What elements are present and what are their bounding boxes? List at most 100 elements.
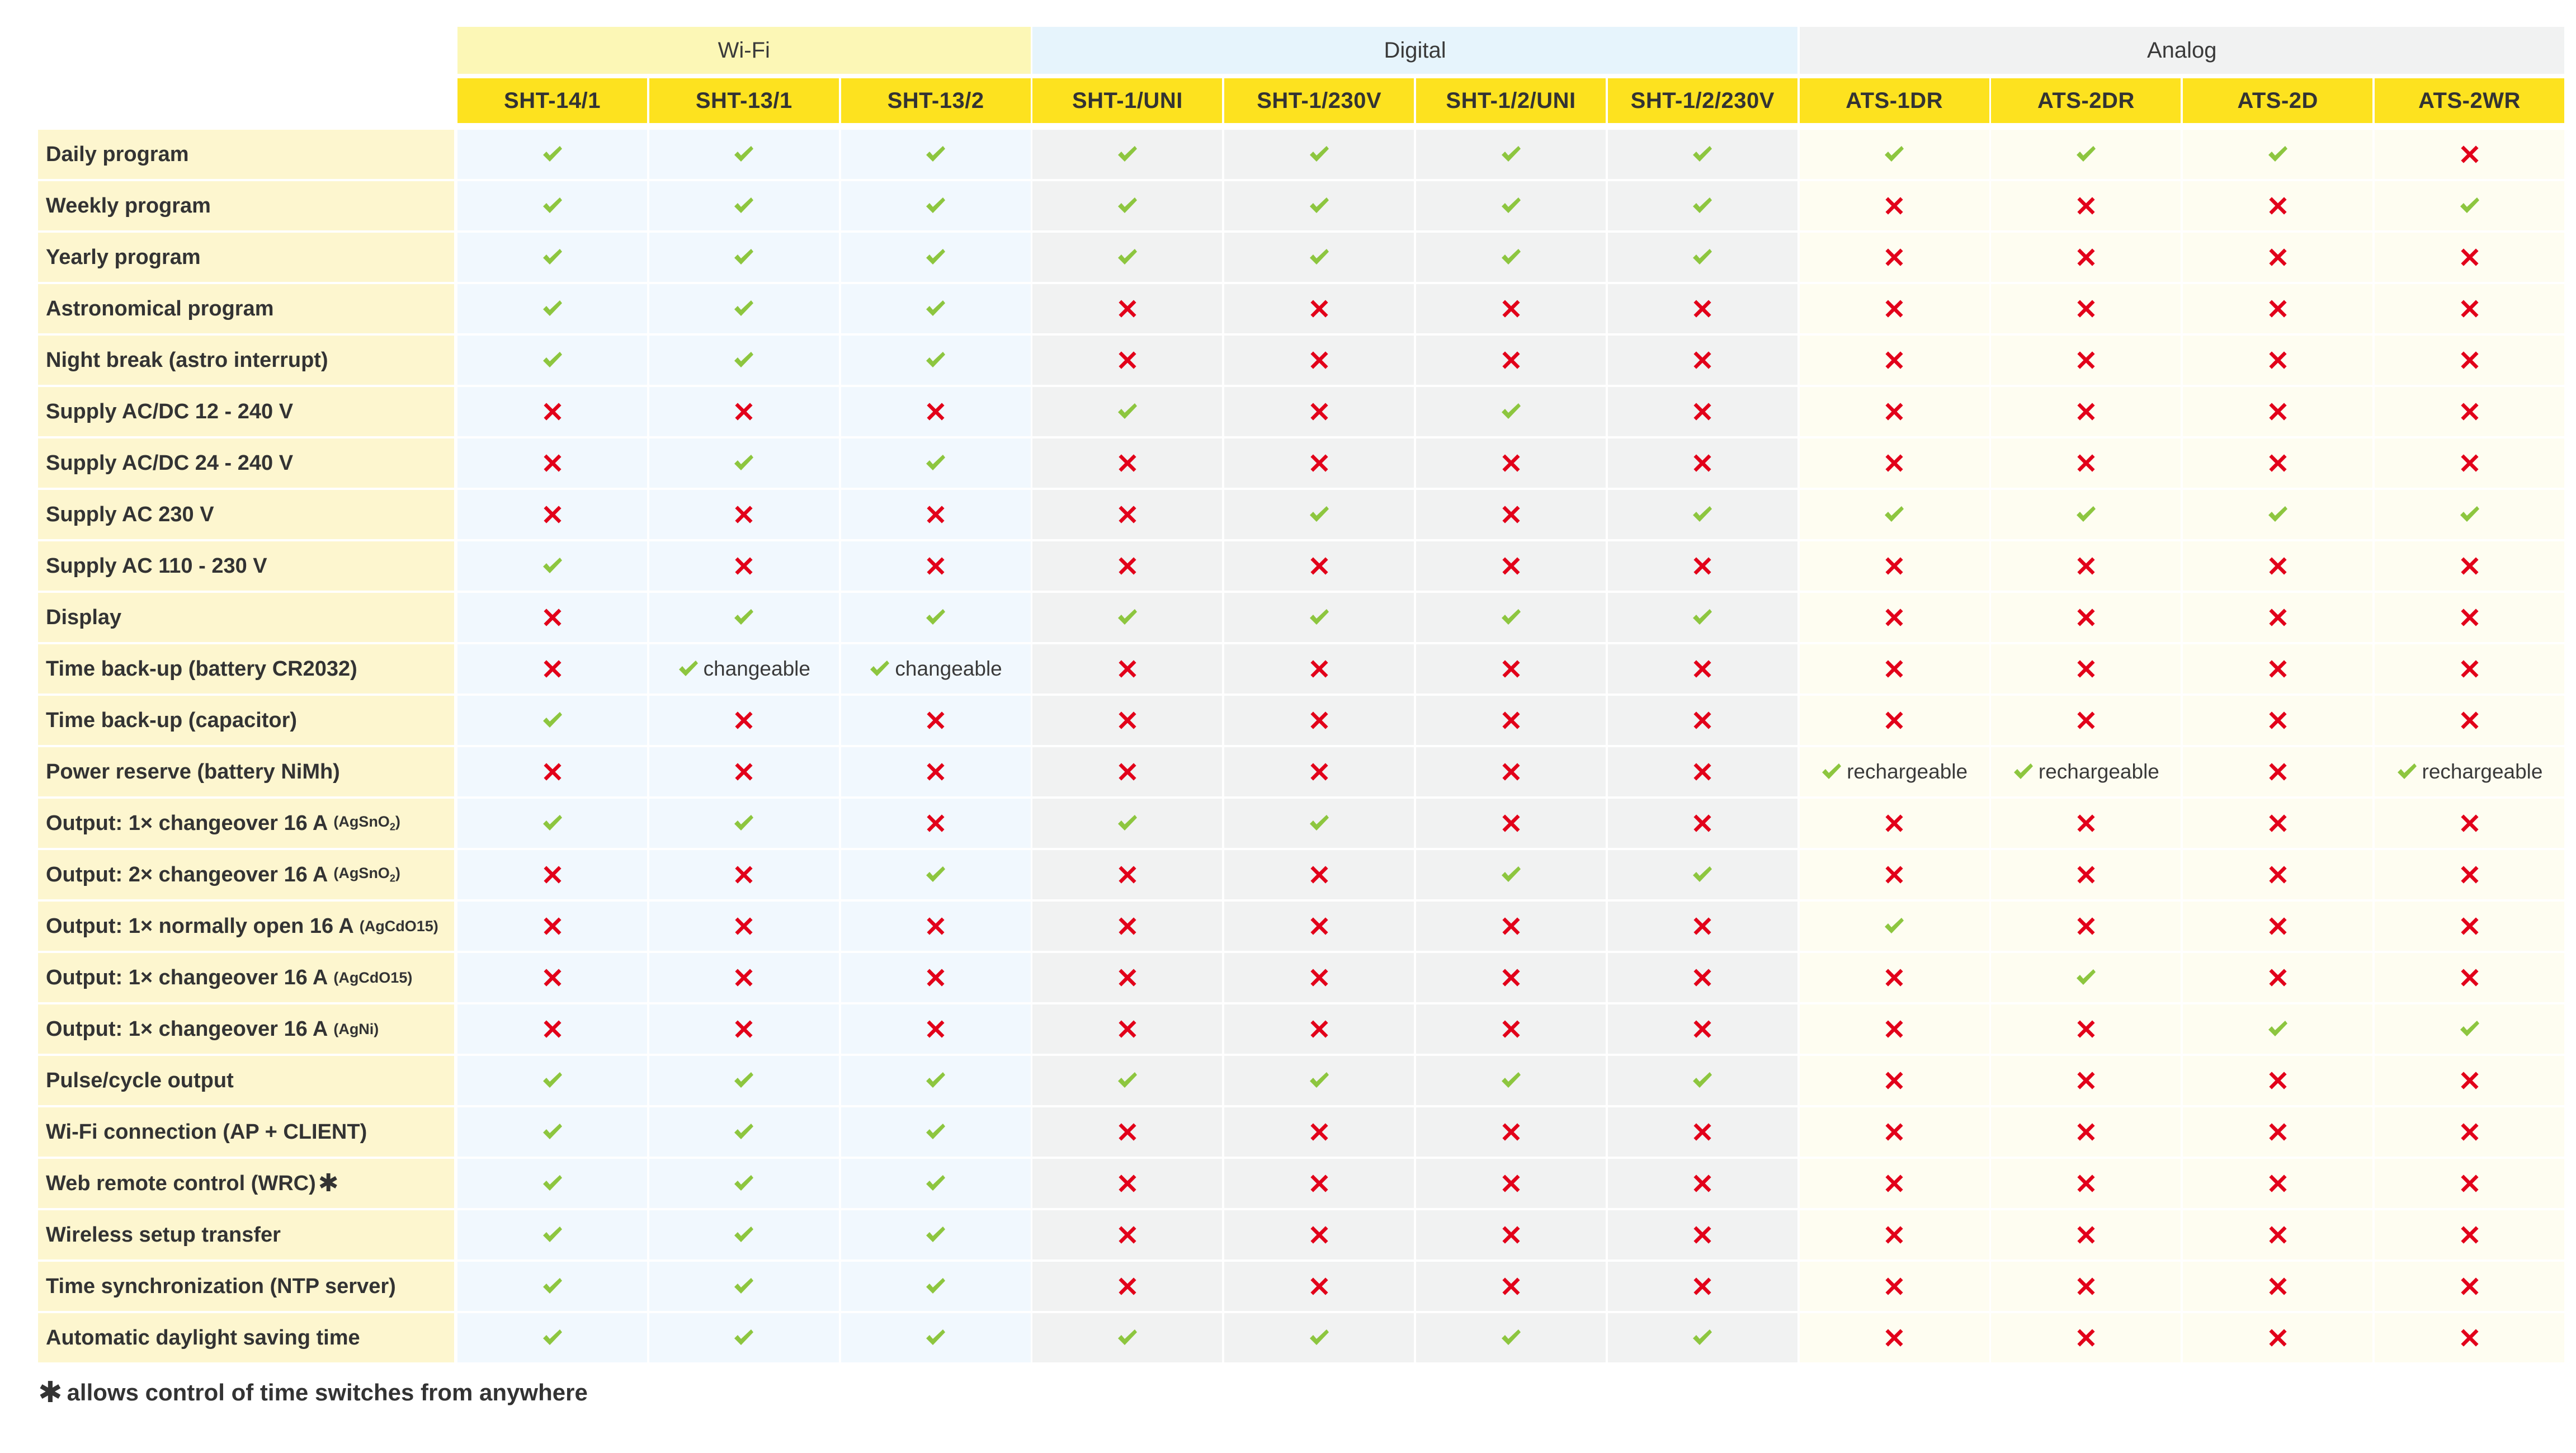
table-cell bbox=[2183, 284, 2373, 333]
cross-mark bbox=[735, 969, 753, 987]
row-label-text: Supply AC/DC 24 - 240 V bbox=[46, 451, 294, 475]
table-cell bbox=[1607, 953, 1797, 1002]
cell-note: rechargeable bbox=[1847, 760, 1968, 783]
table-cell bbox=[1607, 747, 1797, 796]
cross-icon bbox=[1693, 814, 1712, 833]
cross-mark bbox=[1502, 660, 1520, 678]
cross-icon bbox=[2077, 865, 2096, 884]
table-cell bbox=[1991, 490, 2181, 539]
table-cell bbox=[649, 490, 839, 539]
table-cell: rechargeable bbox=[2375, 747, 2564, 796]
cross-icon bbox=[2460, 968, 2479, 987]
cross-mark bbox=[1119, 1277, 1136, 1295]
check-icon bbox=[1117, 402, 1138, 421]
cross-mark bbox=[2077, 351, 2095, 369]
table-cell bbox=[457, 284, 647, 333]
cross-mark bbox=[1885, 1226, 1903, 1244]
check-icon bbox=[733, 1174, 754, 1193]
check-mark bbox=[734, 300, 754, 316]
table-cell bbox=[1224, 438, 1414, 488]
check-mark bbox=[870, 661, 890, 676]
check-icon bbox=[1117, 608, 1138, 627]
table-cell bbox=[1416, 696, 1606, 745]
table-cell bbox=[1991, 1107, 2181, 1157]
check-mark bbox=[926, 1175, 946, 1191]
cross-mark bbox=[735, 557, 753, 575]
cross-icon bbox=[1693, 917, 1712, 936]
cross-icon bbox=[926, 1020, 945, 1039]
row-label: Supply AC/DC 24 - 240 V bbox=[38, 438, 454, 488]
cross-mark bbox=[543, 403, 562, 421]
cross-mark bbox=[2269, 403, 2287, 421]
row-label: Astronomical program bbox=[38, 284, 454, 333]
cross-icon bbox=[734, 556, 753, 575]
cross-mark bbox=[543, 969, 562, 987]
table-cell bbox=[1799, 387, 1989, 436]
row-label-text: Supply AC 110 - 230 V bbox=[46, 554, 267, 578]
cross-mark bbox=[2077, 866, 2095, 884]
table-cell bbox=[1607, 696, 1797, 745]
cross-mark bbox=[927, 711, 945, 729]
check-icon bbox=[925, 1225, 946, 1244]
cross-mark bbox=[2460, 248, 2479, 266]
cross-icon bbox=[2077, 608, 2096, 627]
table-cell bbox=[1991, 1313, 2181, 1362]
table-cell bbox=[1416, 1262, 1606, 1311]
table-cell bbox=[649, 233, 839, 282]
cross-mark bbox=[735, 506, 753, 523]
cross-mark bbox=[927, 403, 945, 421]
table-cell bbox=[2375, 644, 2564, 694]
row-label: Night break (astro interrupt) bbox=[38, 336, 454, 385]
check-mark bbox=[1693, 866, 1712, 882]
check-icon bbox=[733, 351, 754, 370]
check-icon bbox=[925, 865, 946, 884]
check-icon bbox=[542, 556, 563, 575]
cross-mark bbox=[1119, 917, 1136, 935]
check-icon bbox=[2267, 145, 2289, 164]
check-mark bbox=[926, 352, 946, 367]
cross-icon bbox=[1310, 1174, 1329, 1193]
table-cell bbox=[1799, 181, 1989, 230]
table-cell bbox=[841, 438, 1031, 488]
cross-icon bbox=[2077, 351, 2096, 370]
cross-icon bbox=[734, 968, 753, 987]
check-icon bbox=[1884, 505, 1905, 524]
table-cell bbox=[457, 902, 647, 951]
table-cell bbox=[457, 1107, 647, 1157]
cross-icon bbox=[1118, 1174, 1137, 1193]
cross-mark bbox=[1310, 1277, 1328, 1295]
cross-icon bbox=[1502, 505, 1521, 524]
check-mark bbox=[1693, 249, 1712, 265]
cross-mark bbox=[1885, 660, 1903, 678]
cross-mark bbox=[1502, 1174, 1520, 1192]
table-cell bbox=[1416, 233, 1606, 282]
row-label: Wi-Fi connection (AP + CLIENT) bbox=[38, 1107, 454, 1157]
cross-mark bbox=[1693, 763, 1711, 781]
cross-mark bbox=[735, 1020, 753, 1038]
product-header-sht-1-2-230v: SHT-1/2/230V bbox=[1607, 78, 1797, 123]
table-cell bbox=[1032, 181, 1223, 230]
cell-note: changeable bbox=[703, 657, 810, 680]
table-cell bbox=[2375, 387, 2564, 436]
cross-mark bbox=[2077, 557, 2095, 575]
check-mark bbox=[734, 249, 754, 265]
table-cell bbox=[1224, 387, 1414, 436]
check-icon bbox=[1117, 196, 1138, 215]
table-cell bbox=[2183, 336, 2373, 385]
table-cell bbox=[841, 1107, 1031, 1157]
cross-mark bbox=[1119, 300, 1136, 318]
check-mark bbox=[926, 197, 946, 213]
cross-mark bbox=[1502, 1277, 1520, 1295]
check-mark bbox=[1117, 197, 1137, 213]
cross-icon bbox=[2460, 1225, 2479, 1244]
cross-icon bbox=[1502, 1174, 1521, 1193]
table-cell bbox=[1032, 1056, 1223, 1105]
table-cell bbox=[1607, 490, 1797, 539]
table-cell bbox=[1224, 336, 1414, 385]
table-cell bbox=[1032, 953, 1223, 1002]
table-cell bbox=[1607, 1159, 1797, 1208]
product-header-sht-13-1: SHT-13/1 bbox=[649, 78, 839, 123]
cross-mark bbox=[2460, 1072, 2479, 1089]
cross-mark bbox=[2077, 1329, 2095, 1347]
check-mark bbox=[1309, 1072, 1329, 1088]
